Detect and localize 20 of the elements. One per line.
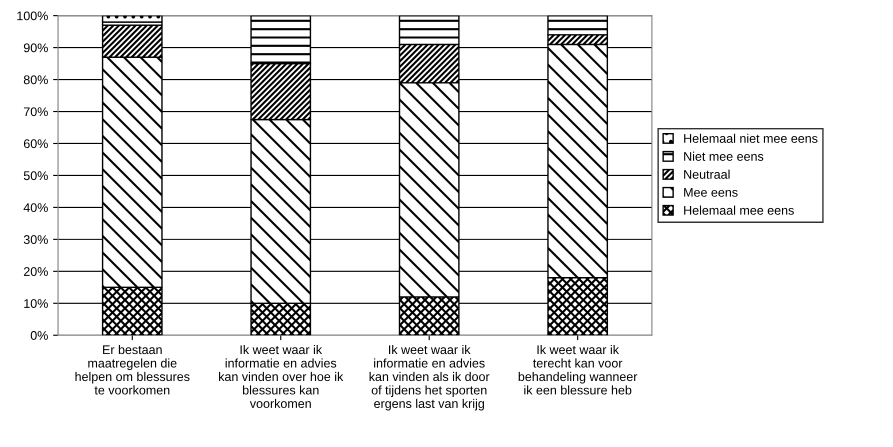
x-tick-label: Ik weet waar ik informatie en advies kan vinden als ik door of tijdens het sporten ergens last van krijg (370, 344, 490, 410)
y-tick-label: 30% (24, 235, 48, 244)
legend-label: Helemaal niet mee eens (684, 134, 818, 143)
y-tick-label: 80% (24, 75, 48, 84)
y-tick-label: 60% (24, 139, 48, 148)
y-tick-label: 20% (24, 267, 48, 276)
y-tick-label: 100% (17, 11, 48, 20)
legend-label: Niet mee eens (684, 152, 764, 161)
y-tick-label: 50% (24, 171, 48, 180)
legend-label: Mee eens (684, 188, 738, 197)
x-tick-label: Ik weet waar ik informatie en advies kan vinden over hoe ik blessures kan voorkomen (219, 344, 344, 408)
x-tick-label: Ik weet waar ik terecht kan voor behandeling wanneer ik een blessure heb (518, 344, 638, 395)
legend-label: Helemaal mee eens (684, 206, 794, 215)
y-tick-label: 90% (24, 43, 48, 52)
y-tick-label: 10% (24, 299, 48, 308)
x-tick-label: Er bestaan maatregelen die helpen om blessures te voorkomen (75, 344, 190, 395)
y-tick-label: 70% (24, 107, 48, 116)
y-tick-label: 0% (30, 331, 48, 340)
y-tick-label: 40% (24, 203, 48, 212)
legend-label: Neutraal (684, 170, 730, 179)
